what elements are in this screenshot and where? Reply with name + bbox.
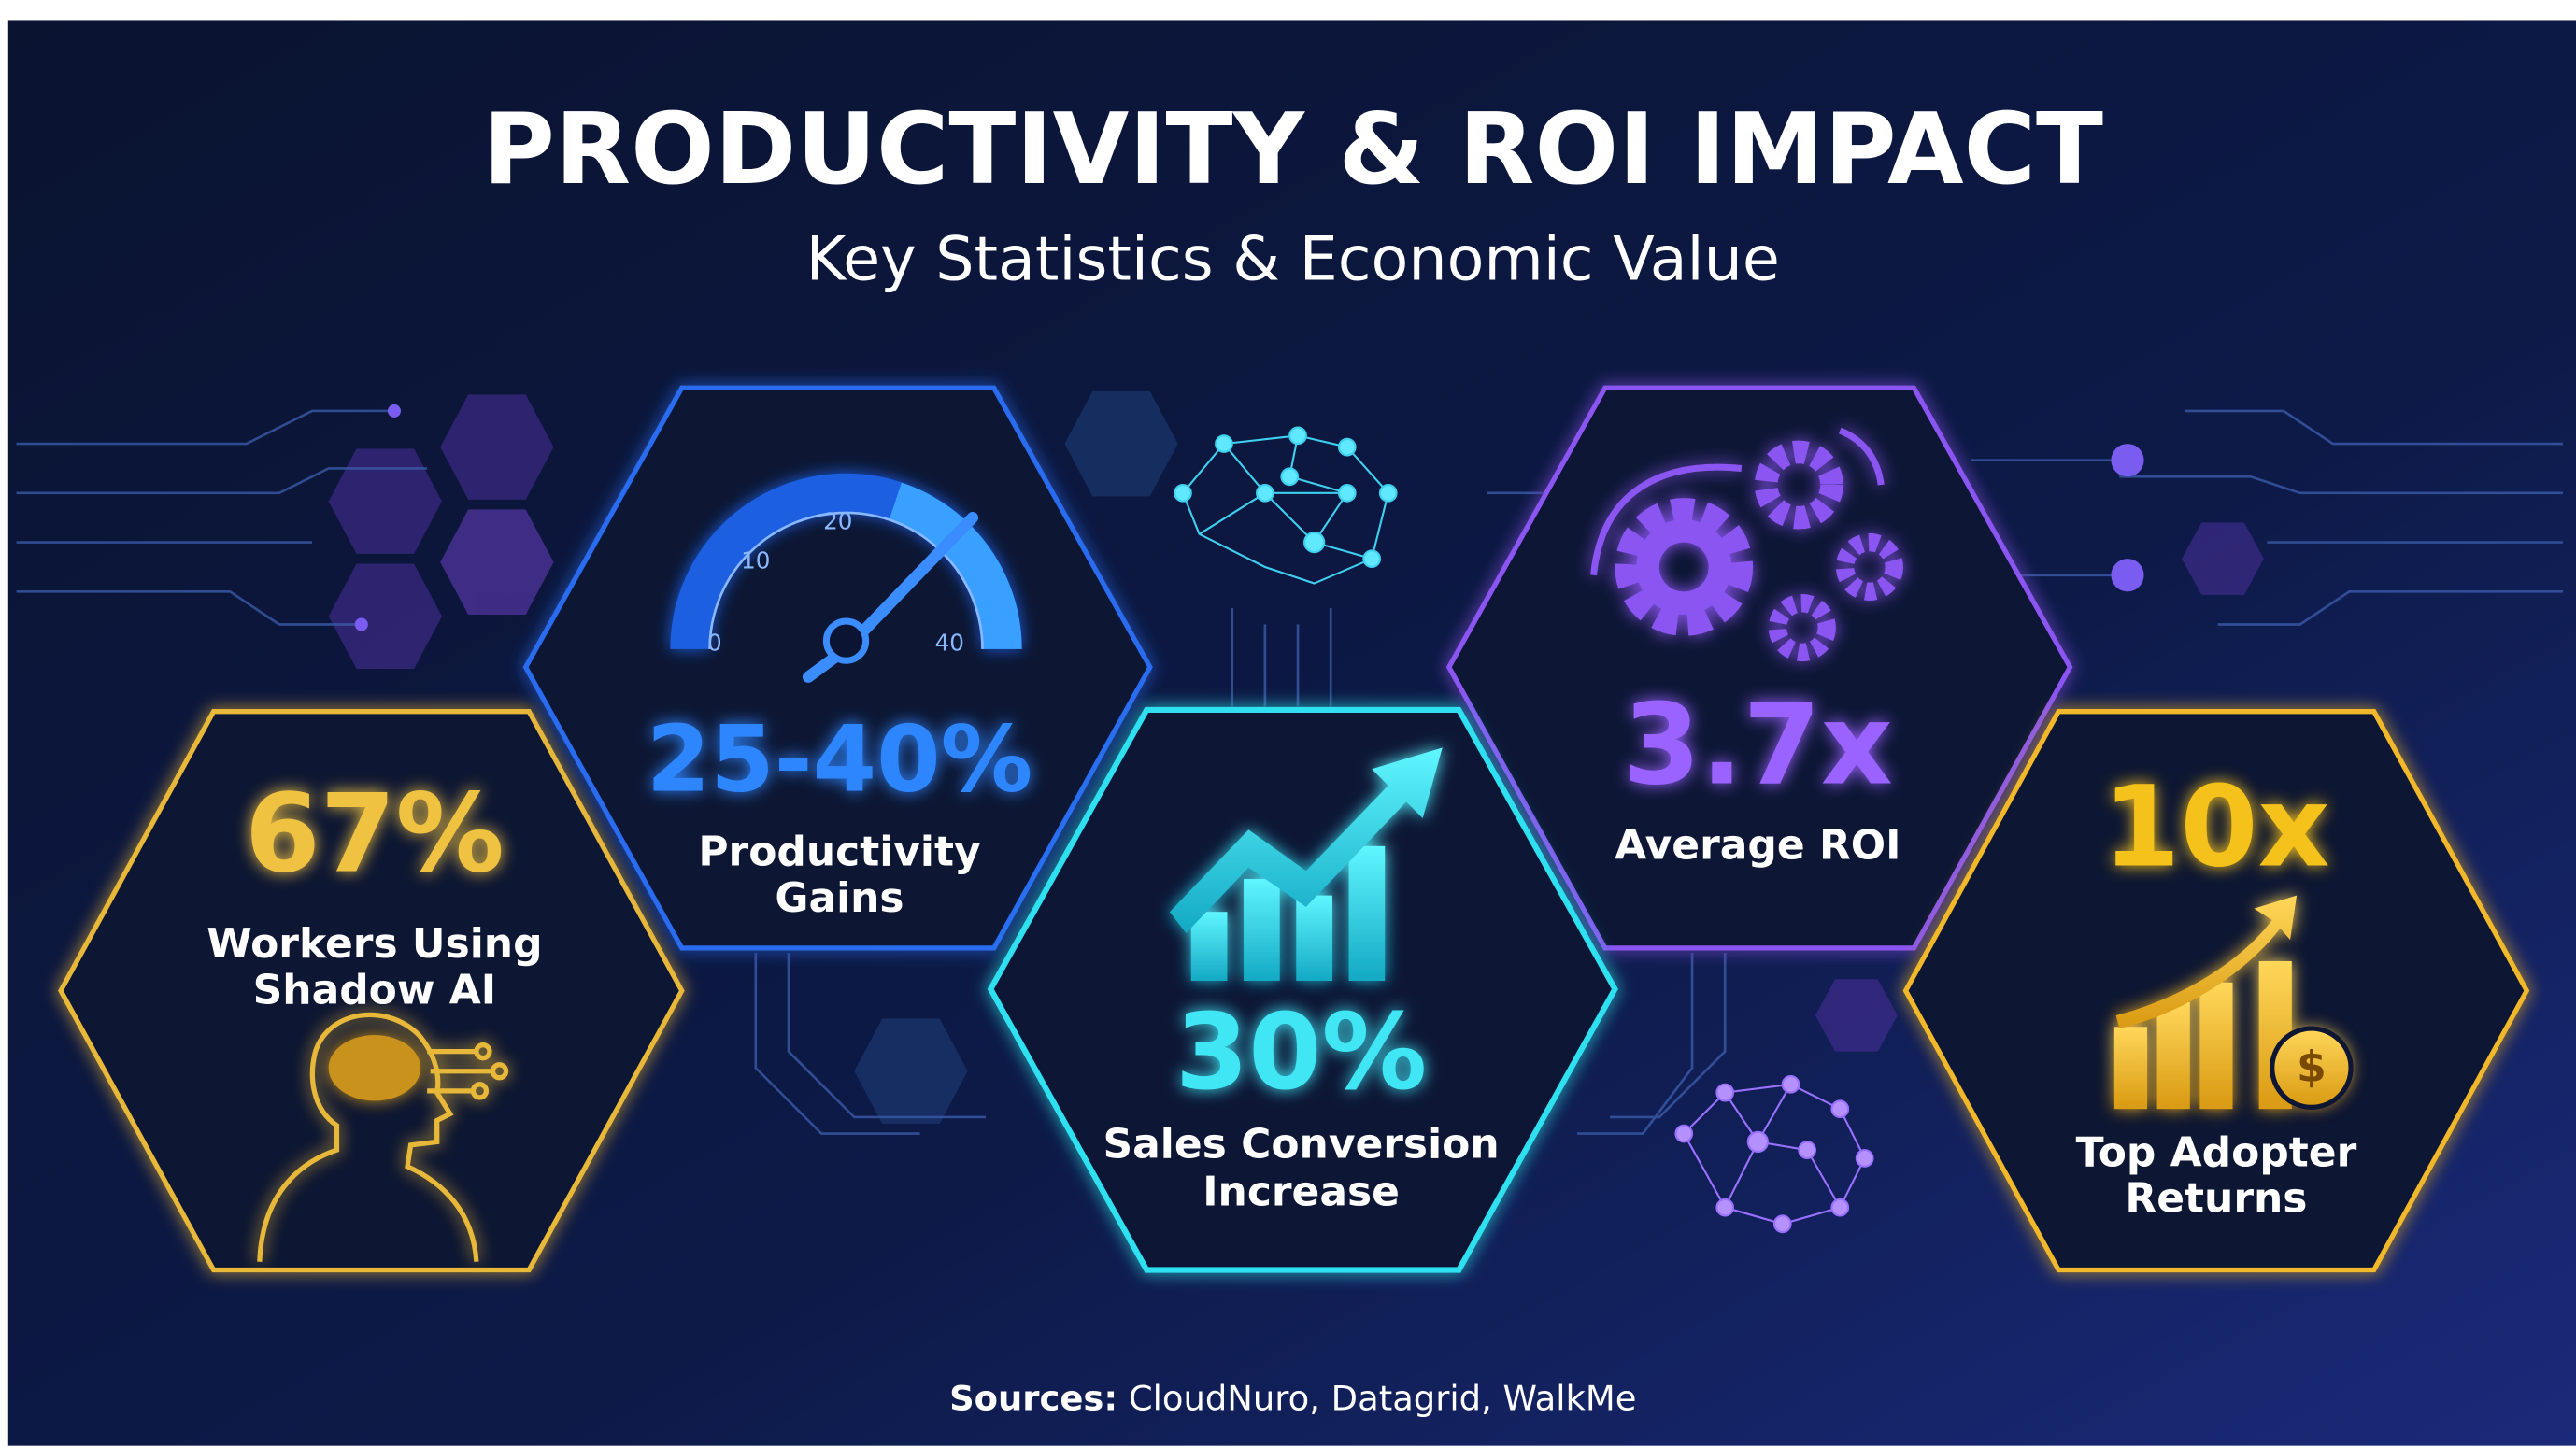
subtitle: Key Statistics & Economic Value (806, 225, 1780, 295)
gears-icon (1590, 427, 1903, 662)
stat-label: Returns (2125, 1175, 2307, 1223)
title: PRODUCTIVITY & ROI IMPACT (483, 92, 2103, 206)
gauge-label: 0 (707, 630, 722, 657)
growth-chart-icon (1169, 747, 1443, 982)
stat-label: Gains (775, 874, 904, 922)
stat-label: Top Adopter (2076, 1128, 2357, 1176)
decor-hexagons (328, 390, 2264, 1125)
gauge-icon (670, 473, 1022, 683)
stat-label: Shadow AI (253, 966, 496, 1014)
decor-nodes (354, 404, 2144, 631)
gauge-label: 40 (935, 630, 964, 657)
stat-value: 67% (245, 771, 505, 897)
stat-label: Sales Conversion (1103, 1121, 1500, 1169)
decor-circuits (16, 409, 2563, 1135)
sources: Sources: CloudNuro, Datagrid, WalkMe (949, 1378, 1636, 1418)
returns-icon (2113, 895, 2354, 1111)
sources-list: CloudNuro, Datagrid, WalkMe (1129, 1378, 1637, 1418)
stat-label: Productivity (698, 829, 980, 876)
hexagon-card (987, 706, 1618, 1273)
stat-label: Average ROI (1615, 822, 1900, 870)
brain-network-icon (1174, 426, 1398, 585)
coin-symbol: $ (2297, 1042, 2327, 1091)
stat-value: 3.7x (1623, 680, 1893, 810)
gauge-label: 10 (741, 547, 770, 574)
sources-label: Sources: (949, 1378, 1117, 1418)
stat-label: Increase (1203, 1169, 1400, 1216)
stat-value: 30% (1175, 991, 1427, 1113)
stat-value: 10x (2102, 762, 2329, 892)
hexagon-card (522, 385, 1153, 951)
stat-label: Workers Using (206, 920, 542, 968)
gauge-label: 20 (823, 507, 852, 534)
stat-value: 25-40% (647, 707, 1033, 814)
brain-network-icon-2 (1674, 1074, 1874, 1234)
head-icon (257, 1012, 509, 1262)
hexagon-card (58, 709, 685, 1273)
